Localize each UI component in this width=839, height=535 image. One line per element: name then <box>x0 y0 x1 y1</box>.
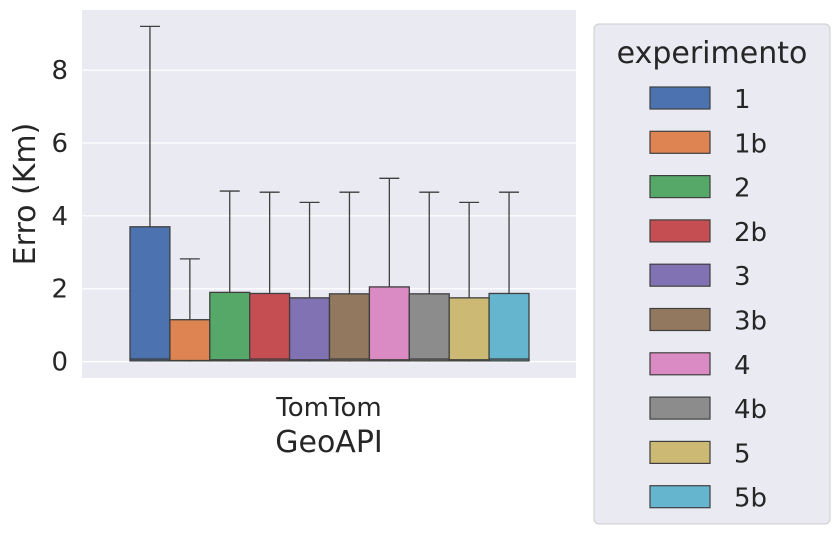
box-body <box>170 320 210 361</box>
x-axis-label: GeoAPI <box>275 425 383 460</box>
y-tick-label: 6 <box>51 129 68 159</box>
y-tick-label: 4 <box>51 202 68 232</box>
legend-label: 4 <box>734 351 751 381</box>
legend-swatch <box>650 131 710 153</box>
box-body <box>449 298 489 361</box>
legend-label: 3 <box>734 262 751 292</box>
box-body <box>290 298 330 361</box>
y-axis-label: Erro (Km) <box>8 123 43 266</box>
legend-label: 1b <box>734 129 767 159</box>
legend: experimento 1 1b 2 2b 3 3b 4 4b 5 5b <box>594 24 830 524</box>
box-body <box>409 294 449 361</box>
legend-label: 4b <box>734 395 767 425</box>
legend-swatch <box>650 309 710 331</box>
y-tick-label: 0 <box>51 348 68 378</box>
legend-swatch <box>650 87 710 109</box>
legend-label: 5 <box>734 439 751 469</box>
box-body <box>369 287 409 361</box>
legend-swatch <box>650 220 710 242</box>
legend-swatch <box>650 264 710 286</box>
box-body <box>210 292 250 360</box>
y-tick-label: 8 <box>51 56 68 86</box>
legend-label: 5b <box>734 484 767 514</box>
legend-label: 2 <box>734 174 751 204</box>
box-body <box>130 227 170 361</box>
legend-title: experimento <box>617 36 808 71</box>
legend-swatch <box>650 353 710 375</box>
y-tick-label: 2 <box>51 275 68 305</box>
box-body <box>330 294 370 361</box>
x-tick-label: TomTom <box>275 393 381 423</box>
legend-swatch <box>650 176 710 198</box>
legend-label: 3b <box>734 307 767 337</box>
legend-swatch <box>650 397 710 419</box>
legend-label: 2b <box>734 218 767 248</box>
y-axis-ticks: 0 2 4 6 8 <box>51 56 68 377</box>
box-body <box>250 293 290 360</box>
legend-frame <box>594 24 830 524</box>
legend-label: 1 <box>734 85 751 115</box>
legend-swatch <box>650 486 710 508</box>
legend-swatch <box>650 441 710 463</box>
box-body <box>489 293 529 360</box>
